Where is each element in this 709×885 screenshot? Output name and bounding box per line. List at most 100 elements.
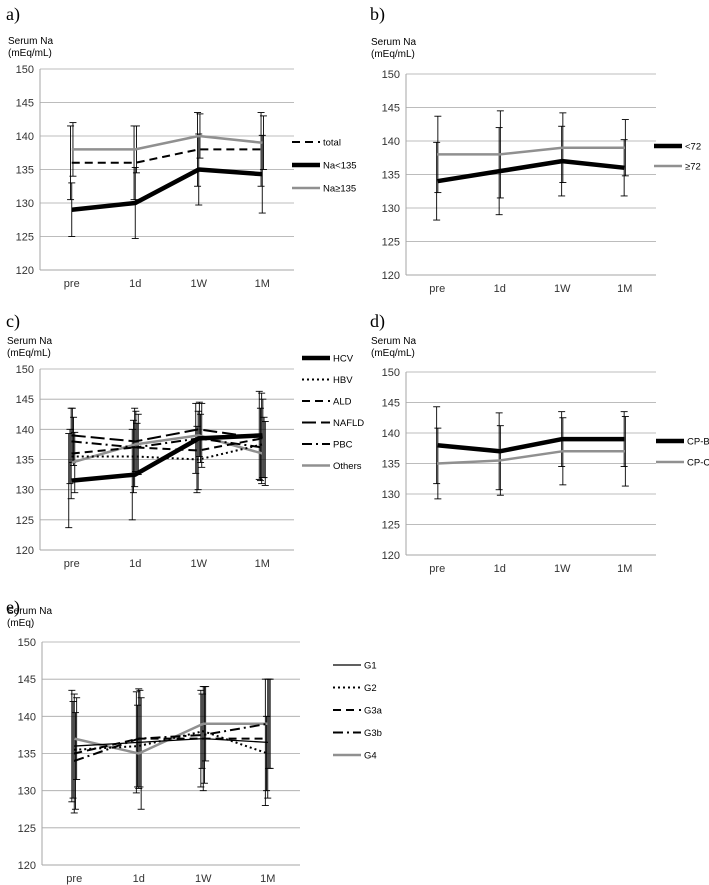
chart-e-ylabel-line: (mEq)	[7, 618, 34, 629]
chart-a-ytick-label: 125	[16, 232, 34, 244]
chart-d-letter: d)	[370, 311, 385, 332]
chart-e-xtick-label: 1d	[133, 873, 145, 885]
chart-b-ytick-label: 145	[382, 103, 400, 115]
chart-e-ytick-label: 130	[18, 786, 36, 798]
chart-c-letter: c)	[6, 311, 20, 332]
chart-c-xtick-label: 1d	[129, 558, 141, 570]
chart-c-series-line	[71, 443, 263, 461]
chart-a-legend-label: Na<135	[323, 161, 357, 172]
chart-c: c) Serum Na(mEq/mL) 120 125 130 135 140 145 150 p…	[6, 311, 364, 570]
chart-b-xtick-label: pre	[429, 283, 445, 295]
chart-d-xtick-label: pre	[429, 563, 445, 575]
chart-e-legend-label: G3a	[364, 706, 383, 717]
chart-c-legend-label: HCV	[333, 354, 354, 365]
chart-b-xtick-label: 1M	[617, 283, 632, 295]
chart-b-ytick-label: 150	[382, 69, 400, 81]
chart-b-xtick-label: 1d	[494, 283, 506, 295]
chart-a-xtick-label: pre	[64, 278, 80, 290]
chart-a-xtick-label: 1M	[255, 278, 270, 290]
chart-c-series-line	[71, 433, 263, 483]
chart-d-ylabel-line: Serum Na	[371, 336, 416, 347]
chart-e-series-line	[74, 737, 268, 747]
chart-a-letter: a)	[6, 4, 20, 25]
chart-d-ytick-label: 125	[382, 520, 400, 532]
chart-d-ytick-label: 145	[382, 398, 400, 410]
chart-c-legend-label: Others	[333, 461, 362, 472]
chart-a-xtick-label: 1d	[129, 278, 141, 290]
chart-d-ylabel-line: (mEq/mL)	[371, 348, 415, 359]
chart-e-legend-label: G4	[364, 751, 377, 762]
chart-d-xtick-label: 1M	[617, 563, 632, 575]
chart-e-xtick-label: 1W	[195, 873, 212, 885]
chart-e-series-line	[73, 722, 268, 762]
chart-b-ytick-label: 125	[382, 237, 400, 249]
chart-b-ytick-label: 120	[382, 270, 400, 282]
chart-c-ytick-label: 145	[16, 394, 34, 406]
chart-e-letter: e)	[6, 597, 20, 618]
chart-e-series-line	[74, 730, 269, 755]
chart-e-ytick-label: 120	[18, 860, 36, 872]
chart-d-ytick-label: 130	[382, 489, 400, 501]
chart-b-legend-label: <72	[685, 142, 701, 153]
chart-e-ytick-label: 150	[18, 637, 36, 649]
chart-c-ytick-label: 125	[16, 515, 34, 527]
chart-c-legend-label: HBV	[333, 375, 353, 386]
chart-b-legend-label: ≥72	[685, 162, 701, 173]
chart-c-ylabel-line: (mEq/mL)	[7, 348, 51, 359]
chart-d-ytick-label: 140	[382, 428, 400, 440]
chart-c-ytick-label: 120	[16, 545, 34, 557]
chart-c-ytick-label: 140	[16, 424, 34, 436]
chart-e-legend-label: G2	[364, 683, 377, 694]
chart-e-ytick-label: 140	[18, 711, 36, 723]
chart-e-ytick-label: 145	[18, 674, 36, 686]
chart-c-legend-label: PBC	[333, 440, 353, 451]
chart-e-ytick-label: 135	[18, 749, 36, 761]
chart-e-xtick-label: pre	[66, 873, 82, 885]
chart-c-xtick-label: pre	[64, 558, 80, 570]
chart-d-series-line	[437, 450, 625, 465]
chart-e-ylabel-line: Serum Na	[7, 606, 52, 617]
chart-b-ytick-label: 130	[382, 203, 400, 215]
chart-c-xtick-label: 1W	[191, 558, 208, 570]
chart-a-legend-label: total	[323, 138, 341, 149]
chart-a-ylabel-line: (mEq/mL)	[8, 48, 52, 59]
chart-d-xtick-label: 1W	[554, 563, 571, 575]
chart-a-series-line	[71, 134, 263, 151]
chart-e: e)Serum Na(mEq) 120 125 130 135 140 145 150 pre 1…	[6, 597, 383, 885]
chart-d-legend-label: CP-C	[687, 458, 709, 469]
chart-b-ytick-label: 135	[382, 170, 400, 182]
chart-e-xtick-label: 1M	[260, 873, 275, 885]
chart-b-series-line	[437, 146, 625, 156]
chart-e-legend-label: G3b	[364, 728, 382, 739]
chart-c-series-line	[71, 437, 263, 449]
chart-d: d) Serum Na(mEq/mL) 120 125 130 135 140 145 150 p…	[370, 311, 709, 575]
chart-c-ylabel-line: Serum Na	[7, 336, 52, 347]
chart-b-ytick-label: 140	[382, 136, 400, 148]
chart-c-ytick-label: 135	[16, 455, 34, 467]
chart-b: b) Serum Na(mEq/mL) 120 125 130 135 140 145 150 p…	[370, 4, 701, 295]
chart-d-ytick-label: 135	[382, 459, 400, 471]
chart-b-xtick-label: 1W	[554, 283, 571, 295]
chart-a-ytick-label: 145	[16, 98, 34, 110]
chart-c-ytick-label: 130	[16, 485, 34, 497]
chart-b-ylabel-line: (mEq/mL)	[371, 49, 415, 60]
chart-d-legend-label: CP-B	[687, 437, 709, 448]
chart-c-series-line	[71, 428, 263, 443]
chart-a: a) Serum Na(mEq/mL) 120 125 130 135 140 145 150 p…	[6, 4, 357, 290]
chart-a-ytick-label: 140	[16, 131, 34, 143]
chart-a-legend-label: Na≥135	[323, 184, 356, 195]
chart-c-series-line	[71, 437, 263, 455]
chart-a-ytick-label: 130	[16, 198, 34, 210]
chart-a-xtick-label: 1W	[191, 278, 208, 290]
chart-c-legend-label: NAFLD	[333, 418, 364, 429]
chart-c-xtick-label: 1M	[255, 558, 270, 570]
chart-e-series-line	[74, 737, 268, 755]
chart-d-series-line	[437, 436, 625, 454]
chart-b-series-line	[436, 158, 625, 184]
chart-a-ytick-label: 120	[16, 265, 34, 277]
chart-b-letter: b)	[370, 4, 385, 25]
chart-d-ytick-label: 120	[382, 550, 400, 562]
chart-a-series-line	[71, 148, 263, 164]
chart-a-ytick-label: 150	[16, 64, 34, 76]
